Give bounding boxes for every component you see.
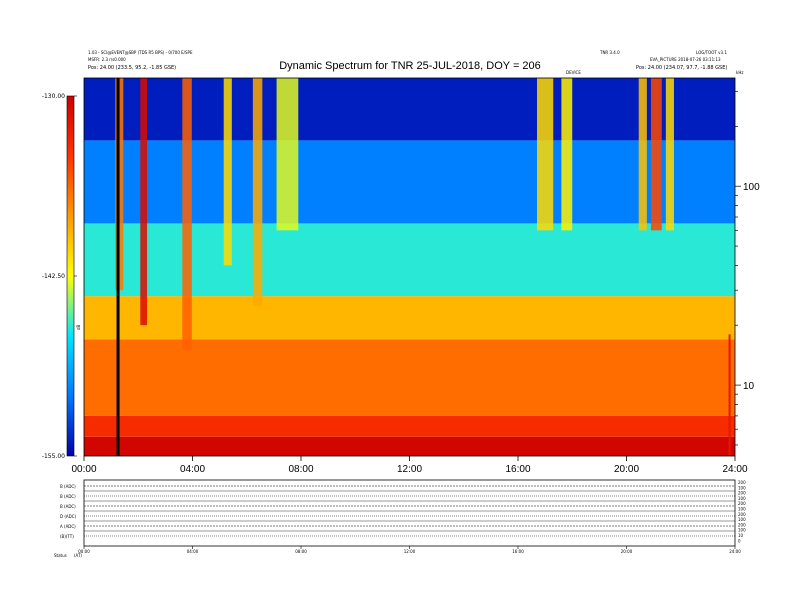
spectrum-band — [84, 436, 735, 456]
lower-x-tick-label: 16:00 — [512, 549, 524, 554]
lower-panel-frame — [83, 479, 736, 547]
lower-x-tick-label: 12:00 — [404, 549, 416, 554]
header-left-line2: MSFR: 2.3 r/s0.000 — [88, 57, 126, 62]
spectrum-band — [84, 223, 735, 297]
colorbar-ticks: -130.00 -142.50 -155.00 — [42, 93, 77, 460]
header-right-line1: TNR 3.4.0 — [599, 50, 620, 55]
radio-burst — [536, 78, 554, 231]
radio-burst — [276, 78, 299, 231]
lower-right-label: 100 — [738, 507, 746, 512]
x-tick-label: 00:00 — [71, 464, 96, 475]
lower-x-tick-label: 24:00 — [729, 549, 741, 554]
radio-burst — [223, 78, 232, 266]
x-tick-label: 12:00 — [397, 464, 422, 475]
lower-x-tick-label: 04:00 — [187, 549, 199, 554]
lower-row-label: B (ADC) — [60, 484, 76, 489]
chart-title: Dynamic Spectrum for TNR 25-JUL-2018, DO… — [279, 60, 541, 72]
lower-x-tick-label: 08:00 — [295, 549, 307, 554]
header-right-line2: LOG/TOOT v3.1 — [696, 50, 727, 55]
x-tick-label: 08:00 — [288, 464, 313, 475]
spectrum-spike — [728, 334, 731, 456]
y-axis: 100 10 — [735, 90, 760, 446]
radio-burst — [561, 78, 573, 231]
x-tick-label: 04:00 — [180, 464, 205, 475]
lower-right-label: 200 — [738, 501, 746, 506]
x-tick-label: 16:00 — [505, 464, 530, 475]
spectrogram-area — [84, 78, 735, 456]
x-axis: 00:00 04:00 08:00 12:00 16:00 20:00 24:00 — [71, 456, 748, 475]
lower-right-label: 100 — [738, 517, 746, 522]
lower-x-tick-label: 00:00 — [78, 549, 90, 554]
spectrum-band — [84, 78, 735, 141]
header-left-line1: 1.03 - SCI@EVENT@SBP (TDS R5 BPS) - 0/70… — [88, 50, 193, 55]
colorbar-tick-label: -142.50 — [42, 273, 65, 280]
lower-panel-x-axis: 00:00 04:00 08:00 12:00 16:00 20:00 24:00 — [78, 546, 741, 554]
footer-units: (AT) — [74, 553, 82, 558]
radio-burst — [650, 78, 662, 231]
lower-row-label: (B)(TT) — [60, 534, 74, 539]
lower-right-label: 200 — [738, 522, 746, 527]
spectrum-band — [84, 296, 735, 340]
header-right-line4: Pos: 24.00 (234.07, 97.7, -1.88 GSE) — [636, 65, 727, 71]
lower-right-label: 100 — [738, 528, 746, 533]
colorbar-label: dB — [76, 324, 81, 330]
radio-burst — [638, 78, 647, 231]
lower-right-label: 200 — [738, 491, 746, 496]
y-tick-label: 100 — [743, 182, 760, 193]
lower-right-label: 200 — [738, 512, 746, 517]
data-gap — [116, 78, 120, 456]
colorbar — [66, 95, 75, 457]
lower-right-label: 100 — [738, 496, 746, 501]
colorbar-tick-label: -130.00 — [42, 93, 65, 100]
lower-right-label: 200 — [738, 480, 746, 485]
x-tick-label: 20:00 — [614, 464, 639, 475]
lower-right-label: 10 — [738, 533, 744, 538]
lower-panel-rows: B (ADC) B (ADC) B (ADC) D (ADC) A (ADC) (B)(T… — [60, 484, 735, 539]
lower-right-label: 100 — [738, 485, 746, 490]
lower-row-label: D (ADC) — [60, 514, 77, 519]
radio-burst — [182, 78, 192, 351]
header-right-line3: EVA_PICTURE 2018-07-26 03:11:13 — [650, 57, 721, 62]
header-mid-label: DEVICE — [566, 70, 581, 75]
radio-burst — [252, 78, 263, 306]
lower-x-tick-label: 20:00 — [621, 549, 633, 554]
colorbar-tick-label: -155.00 — [42, 453, 65, 460]
spectrum-band — [84, 140, 735, 224]
x-tick-label: 24:00 — [722, 464, 747, 475]
footer-status: Status — [54, 553, 67, 558]
lower-row-label: B (ADC) — [60, 504, 76, 509]
spectrum-band — [84, 339, 735, 416]
radio-burst — [140, 78, 148, 326]
header-corner-label: kHz — [736, 70, 743, 75]
lower-row-label: B (ADC) — [60, 494, 76, 499]
y-tick-label: 10 — [743, 381, 755, 392]
header-left-line3: Pos: 24.00 (233.5, 95.2, -1.85 GSE) — [88, 65, 176, 71]
lower-right-label: 0 — [738, 538, 741, 543]
radio-burst — [665, 78, 674, 231]
spectrum-band — [84, 415, 735, 437]
lower-row-label: A (ADC) — [60, 524, 76, 529]
